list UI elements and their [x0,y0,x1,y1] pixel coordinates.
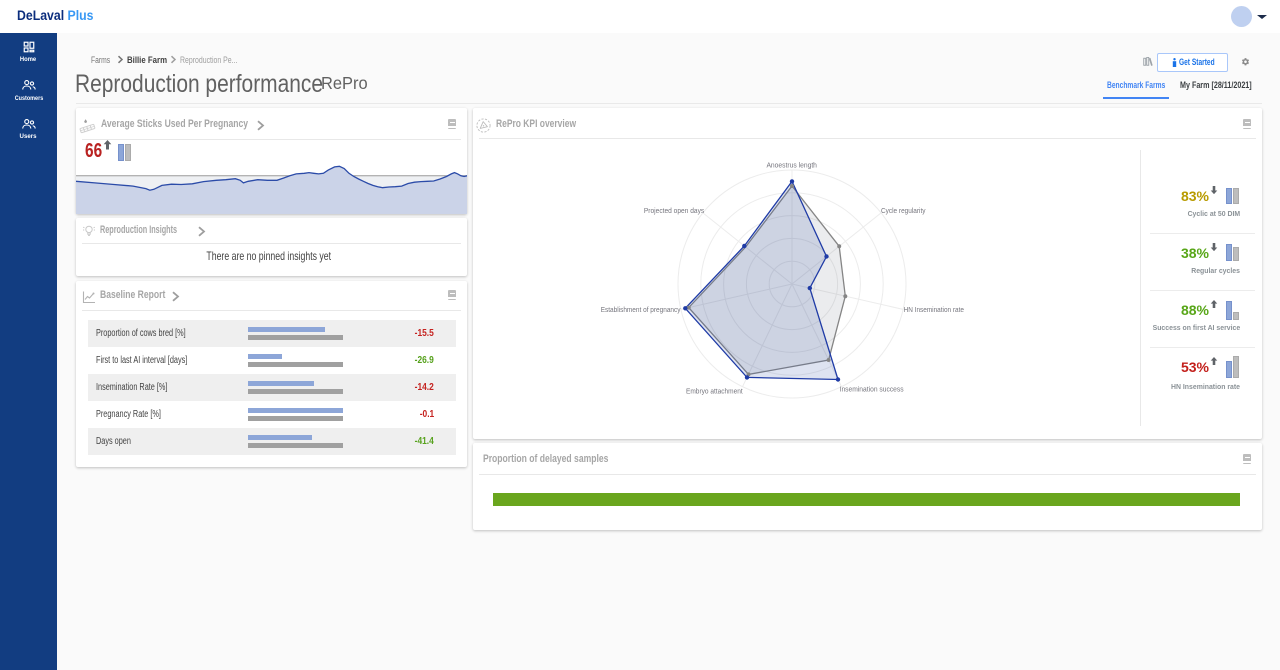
svg-text:HN Insemination rate: HN Insemination rate [904,307,964,314]
svg-text:Projected open days: Projected open days [644,208,705,215]
svg-text:Anoestrus length: Anoestrus length [766,162,817,169]
svg-text:Cycle regularity: Cycle regularity [881,208,926,215]
svg-text:Insemination success: Insemination success [840,387,904,394]
svg-text:Embryo attachment: Embryo attachment [686,389,743,396]
svg-text:Establishment of pregnancy: Establishment of pregnancy [601,307,681,314]
